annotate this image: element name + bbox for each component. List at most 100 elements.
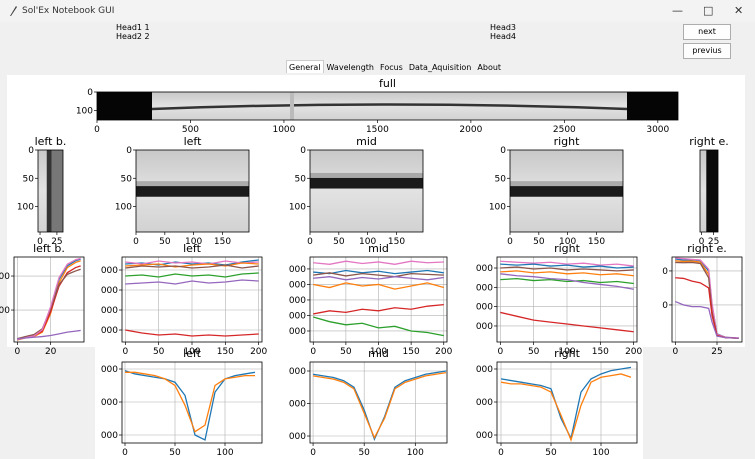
tab[interactable]: Data_Aquisition xyxy=(408,63,472,72)
y-tick-label: 0 xyxy=(662,301,668,311)
tab[interactable]: General xyxy=(286,60,324,73)
data-line xyxy=(125,260,259,265)
panel-title: left xyxy=(183,242,202,255)
y-tick-label: 100 xyxy=(489,203,506,213)
data-line xyxy=(313,303,444,315)
x-tick-label: 25 xyxy=(708,237,719,247)
x-tick-label: 50 xyxy=(169,448,181,458)
y-tick-label: 0 xyxy=(300,146,306,156)
data-line xyxy=(500,260,634,267)
axes-frame xyxy=(309,256,448,343)
data-line xyxy=(313,316,444,337)
y-tick-label: 000 xyxy=(101,431,118,441)
panel-title: mid xyxy=(356,135,377,148)
panel-title: left xyxy=(184,135,203,148)
x-tick-label: 50 xyxy=(533,237,545,247)
x-tick-label: 200 xyxy=(625,347,642,357)
empty-area xyxy=(643,347,745,459)
data-line xyxy=(500,277,634,285)
head-label: Head2 2 xyxy=(116,32,150,41)
window-title: Sol'Ex Notebook GUI xyxy=(22,6,115,16)
x-tick-label: 150 xyxy=(214,237,231,247)
x-tick-label: 0 xyxy=(497,347,503,357)
app-icon xyxy=(10,6,17,16)
y-tick-label: 000 xyxy=(101,266,118,276)
x-tick-label: 50 xyxy=(333,237,345,247)
data-line xyxy=(125,371,255,433)
panel-title: right e. xyxy=(689,135,729,148)
data-line xyxy=(125,262,259,268)
x-tick-label: 0 xyxy=(310,347,316,357)
axes-frame xyxy=(699,149,719,233)
minimize[interactable]: — xyxy=(672,4,683,17)
axes-frame xyxy=(121,256,263,343)
tab[interactable]: About xyxy=(477,63,502,72)
x-tick-label: 150 xyxy=(217,347,234,357)
x-tick-label: 150 xyxy=(388,237,405,247)
empty-area xyxy=(7,347,95,459)
x-tick-label: 150 xyxy=(403,347,420,357)
band-edge xyxy=(510,181,623,187)
maximize[interactable]: □ xyxy=(703,4,714,17)
data-line xyxy=(500,311,634,333)
x-tick-label: 25 xyxy=(711,347,722,357)
data-line xyxy=(500,373,632,442)
x-tick-label: 0 xyxy=(307,237,313,247)
y-tick-label: 000 xyxy=(289,367,306,377)
axes-frame xyxy=(96,91,679,121)
data-line xyxy=(500,266,634,272)
x-tick-label: 100 xyxy=(559,237,576,247)
data-line xyxy=(125,279,259,285)
data-line xyxy=(17,257,81,341)
y-tick-label: 000 xyxy=(476,303,493,313)
y-tick-label: 000 xyxy=(289,311,306,321)
y-tick-label: 000 xyxy=(476,398,493,408)
tab[interactable]: Wavelength xyxy=(326,63,374,72)
data-line xyxy=(500,273,634,290)
x-tick-label: 0 xyxy=(699,237,705,247)
next-button[interactable]: next xyxy=(683,24,731,40)
x-tick-label: 0 xyxy=(122,448,128,458)
x-tick-label: 3000 xyxy=(646,125,669,135)
x-tick-label: 0 xyxy=(498,448,504,458)
y-tick-label: 000 xyxy=(289,400,306,410)
close[interactable]: ✕ xyxy=(734,4,744,17)
y-tick-label: 000 xyxy=(101,365,118,375)
y-tick-label: 000 xyxy=(476,264,493,274)
head-label: Head3 xyxy=(490,23,517,32)
panel-title: full xyxy=(379,77,396,90)
x-tick-label: 50 xyxy=(545,448,557,458)
x-tick-label: 200 xyxy=(435,347,452,357)
data-line xyxy=(125,272,259,278)
y-tick-label: 000 xyxy=(101,286,118,296)
x-tick-label: 0 xyxy=(94,125,100,135)
band xyxy=(51,150,63,232)
y-tick-label: 50 xyxy=(23,174,35,184)
y-tick-label: 50 xyxy=(295,174,307,184)
head-label: Head1 1 xyxy=(116,23,150,32)
panel-title: mid xyxy=(368,347,389,360)
tab[interactable]: Focus xyxy=(380,63,403,72)
x-tick-label: 25 xyxy=(51,237,62,247)
y-tick-label: 000 xyxy=(289,265,306,275)
band xyxy=(136,186,249,197)
panel-title: right xyxy=(554,242,581,255)
axes-frame xyxy=(13,256,85,343)
y-tick-label: 0 xyxy=(126,146,132,156)
previous-button[interactable]: previus xyxy=(683,43,731,59)
x-tick-label: 0 xyxy=(37,237,43,247)
y-tick-label: 0 xyxy=(662,267,668,277)
x-tick-label: 0 xyxy=(133,237,139,247)
data-line xyxy=(313,260,444,265)
y-tick-label: 000 xyxy=(289,296,306,306)
image-stripe xyxy=(290,92,294,120)
data-line xyxy=(313,276,444,281)
y-tick-label: 000 xyxy=(476,431,493,441)
x-tick-label: 2500 xyxy=(553,125,576,135)
axes-frame xyxy=(496,361,638,444)
x-tick-label: 200 xyxy=(250,347,267,357)
band xyxy=(706,150,718,232)
y-tick-label: 100 xyxy=(115,203,132,213)
